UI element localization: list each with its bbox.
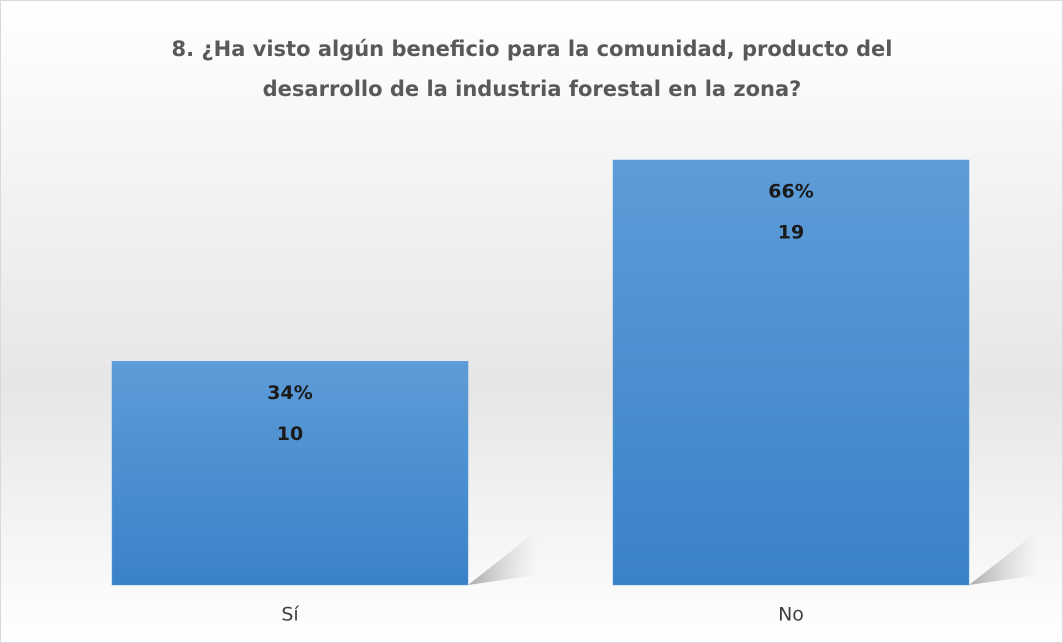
data-label: 19 xyxy=(778,222,804,244)
bar xyxy=(111,361,469,586)
bar-shadow xyxy=(468,530,538,585)
data-label: 34% xyxy=(267,382,312,404)
data-label: 66% xyxy=(768,181,813,203)
chart-title: desarrollo de la industria forestal en l… xyxy=(263,77,802,101)
bar xyxy=(612,159,970,586)
data-label: 10 xyxy=(277,423,303,445)
x-tick-label: Sí xyxy=(281,604,299,626)
x-tick-label: No xyxy=(778,604,804,626)
bar-shadow xyxy=(969,530,1039,585)
chart-title: 8. ¿Ha visto algún beneficio para la com… xyxy=(172,37,893,61)
